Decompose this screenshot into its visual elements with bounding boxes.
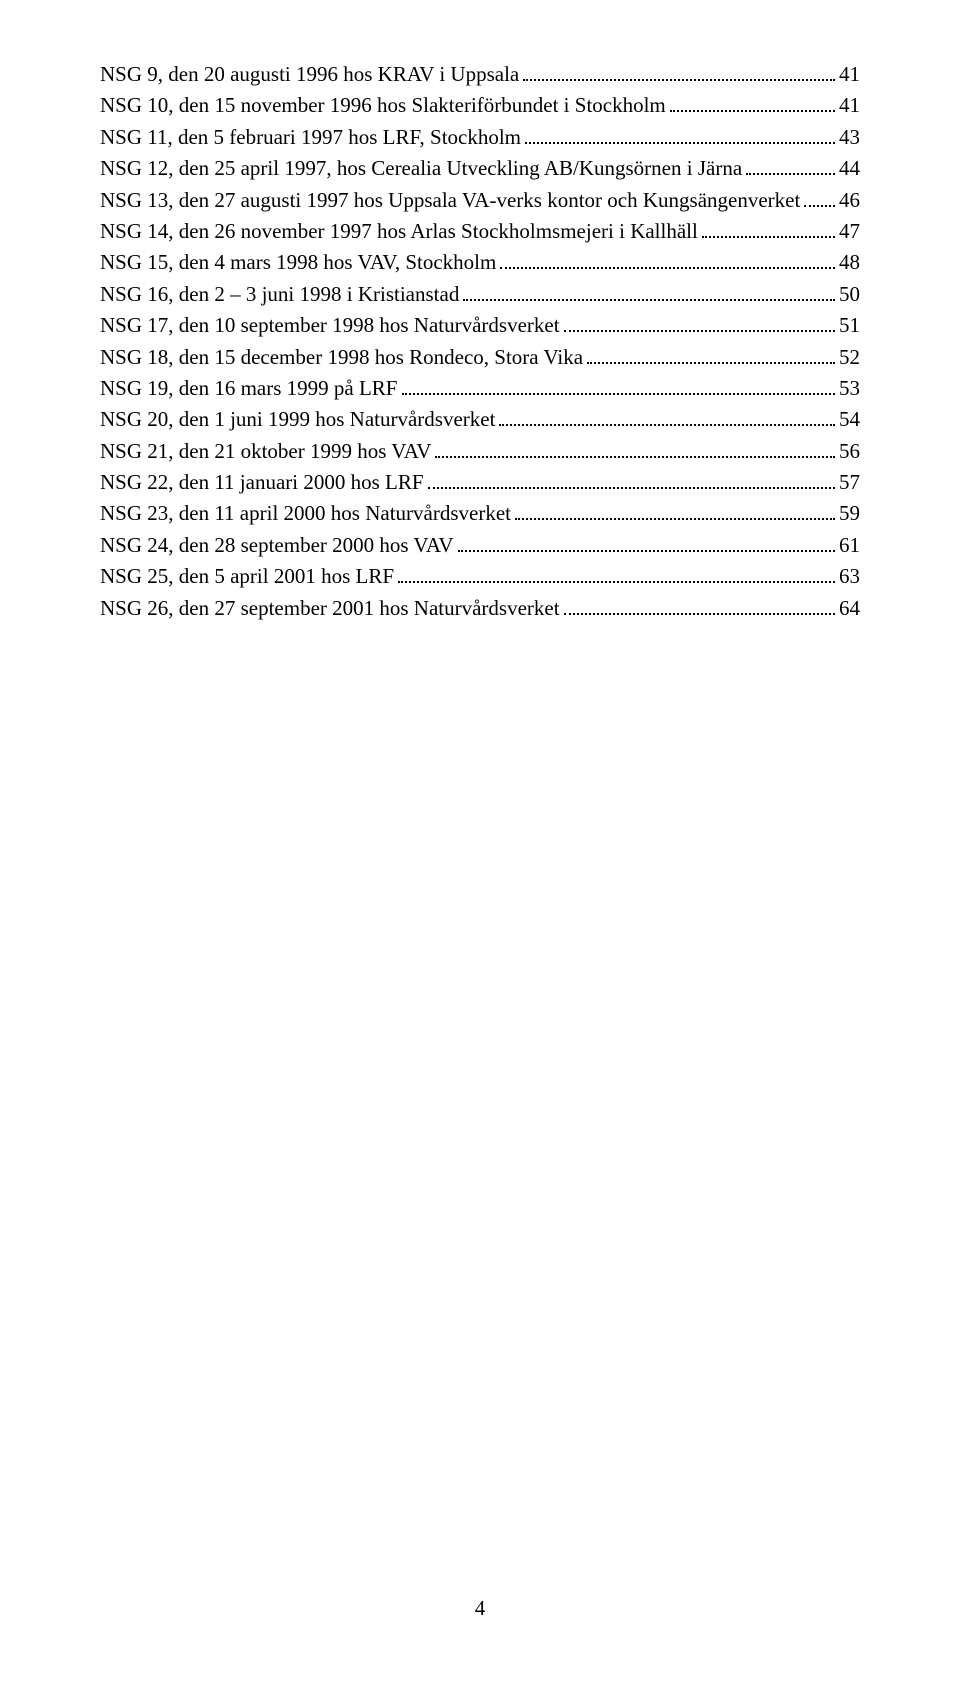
toc-leader-dots	[428, 487, 835, 489]
toc-leader-dots	[398, 581, 835, 583]
toc-entry-page: 41	[839, 91, 860, 120]
toc-entry: NSG 13, den 27 augusti 1997 hos Uppsala …	[100, 186, 860, 215]
toc-entry: NSG 18, den 15 december 1998 hos Rondeco…	[100, 343, 860, 372]
toc-leader-dots	[587, 362, 835, 364]
toc-entry-label: NSG 12, den 25 april 1997, hos Cerealia …	[100, 154, 742, 183]
toc-entry-page: 56	[839, 437, 860, 466]
toc-entry: NSG 9, den 20 augusti 1996 hos KRAV i Up…	[100, 60, 860, 89]
toc-entry: NSG 11, den 5 februari 1997 hos LRF, Sto…	[100, 123, 860, 152]
toc-leader-dots	[525, 142, 835, 144]
toc-entry-page: 57	[839, 468, 860, 497]
toc-entry: NSG 22, den 11 januari 2000 hos LRF 57	[100, 468, 860, 497]
toc-leader-dots	[458, 550, 835, 552]
toc-leader-dots	[523, 79, 835, 81]
toc-entry-label: NSG 11, den 5 februari 1997 hos LRF, Sto…	[100, 123, 521, 152]
toc-leader-dots	[515, 518, 835, 520]
toc-entry-page: 41	[839, 60, 860, 89]
toc-entry: NSG 24, den 28 september 2000 hos VAV 61	[100, 531, 860, 560]
toc-leader-dots	[746, 173, 835, 175]
toc-entry-page: 54	[839, 405, 860, 434]
toc-entry-page: 50	[839, 280, 860, 309]
toc-entry-page: 47	[839, 217, 860, 246]
toc-entry-label: NSG 16, den 2 – 3 juni 1998 i Kristianst…	[100, 280, 459, 309]
toc-entry-page: 52	[839, 343, 860, 372]
table-of-contents: NSG 9, den 20 augusti 1996 hos KRAV i Up…	[100, 60, 860, 623]
toc-entry-page: 44	[839, 154, 860, 183]
toc-entry-page: 48	[839, 248, 860, 277]
toc-entry: NSG 19, den 16 mars 1999 på LRF 53	[100, 374, 860, 403]
toc-entry-label: NSG 19, den 16 mars 1999 på LRF	[100, 374, 398, 403]
toc-entry-label: NSG 9, den 20 augusti 1996 hos KRAV i Up…	[100, 60, 519, 89]
toc-entry-page: 43	[839, 123, 860, 152]
toc-leader-dots	[564, 330, 835, 332]
toc-leader-dots	[435, 456, 835, 458]
toc-entry: NSG 20, den 1 juni 1999 hos Naturvårdsve…	[100, 405, 860, 434]
toc-entry: NSG 10, den 15 november 1996 hos Slakter…	[100, 91, 860, 120]
toc-entry-label: NSG 17, den 10 september 1998 hos Naturv…	[100, 311, 560, 340]
toc-entry-label: NSG 22, den 11 januari 2000 hos LRF	[100, 468, 424, 497]
toc-entry: NSG 12, den 25 april 1997, hos Cerealia …	[100, 154, 860, 183]
toc-leader-dots	[463, 299, 835, 301]
toc-entry-page: 63	[839, 562, 860, 591]
toc-entry-page: 51	[839, 311, 860, 340]
toc-leader-dots	[670, 110, 835, 112]
toc-entry-label: NSG 18, den 15 december 1998 hos Rondeco…	[100, 343, 583, 372]
toc-entry-label: NSG 25, den 5 april 2001 hos LRF	[100, 562, 394, 591]
toc-entry-label: NSG 21, den 21 oktober 1999 hos VAV	[100, 437, 431, 466]
toc-entry-page: 46	[839, 186, 860, 215]
document-page: NSG 9, den 20 augusti 1996 hos KRAV i Up…	[0, 0, 960, 1683]
toc-leader-dots	[402, 393, 836, 395]
toc-entry: NSG 26, den 27 september 2001 hos Naturv…	[100, 594, 860, 623]
toc-entry-page: 53	[839, 374, 860, 403]
toc-entry-page: 59	[839, 499, 860, 528]
toc-entry: NSG 21, den 21 oktober 1999 hos VAV 56	[100, 437, 860, 466]
toc-entry-label: NSG 26, den 27 september 2001 hos Naturv…	[100, 594, 560, 623]
toc-leader-dots	[564, 613, 835, 615]
toc-entry: NSG 23, den 11 april 2000 hos Naturvårds…	[100, 499, 860, 528]
toc-entry-page: 64	[839, 594, 860, 623]
page-number: 4	[0, 1594, 960, 1623]
toc-entry-label: NSG 20, den 1 juni 1999 hos Naturvårdsve…	[100, 405, 495, 434]
toc-entry-label: NSG 15, den 4 mars 1998 hos VAV, Stockho…	[100, 248, 496, 277]
toc-entry: NSG 17, den 10 september 1998 hos Naturv…	[100, 311, 860, 340]
toc-leader-dots	[702, 236, 835, 238]
toc-entry: NSG 14, den 26 november 1997 hos Arlas S…	[100, 217, 860, 246]
toc-entry-label: NSG 23, den 11 april 2000 hos Naturvårds…	[100, 499, 511, 528]
toc-entry-page: 61	[839, 531, 860, 560]
toc-entry-label: NSG 13, den 27 augusti 1997 hos Uppsala …	[100, 186, 800, 215]
toc-leader-dots	[804, 205, 835, 207]
toc-entry: NSG 15, den 4 mars 1998 hos VAV, Stockho…	[100, 248, 860, 277]
toc-entry: NSG 25, den 5 april 2001 hos LRF 63	[100, 562, 860, 591]
toc-entry-label: NSG 24, den 28 september 2000 hos VAV	[100, 531, 454, 560]
toc-leader-dots	[499, 424, 835, 426]
toc-leader-dots	[500, 267, 835, 269]
toc-entry-label: NSG 10, den 15 november 1996 hos Slakter…	[100, 91, 666, 120]
toc-entry: NSG 16, den 2 – 3 juni 1998 i Kristianst…	[100, 280, 860, 309]
toc-entry-label: NSG 14, den 26 november 1997 hos Arlas S…	[100, 217, 698, 246]
